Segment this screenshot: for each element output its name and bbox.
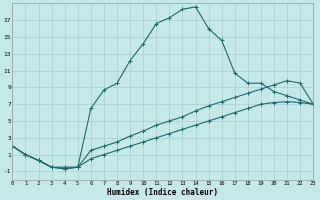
X-axis label: Humidex (Indice chaleur): Humidex (Indice chaleur) [107, 188, 218, 197]
